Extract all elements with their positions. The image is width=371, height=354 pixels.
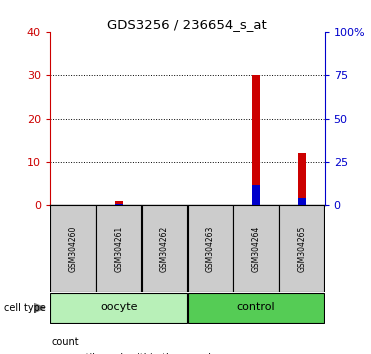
Bar	[233, 205, 279, 292]
Text: cell type: cell type	[4, 303, 46, 313]
Bar	[188, 205, 233, 292]
Text: percentile rank within the sample: percentile rank within the sample	[52, 353, 217, 354]
Title: GDS3256 / 236654_s_at: GDS3256 / 236654_s_at	[108, 18, 267, 31]
Text: GSM304265: GSM304265	[297, 225, 306, 272]
Bar	[115, 201, 123, 205]
Bar	[298, 153, 306, 205]
Bar	[96, 205, 141, 292]
Text: GSM304261: GSM304261	[114, 225, 123, 272]
Text: control: control	[237, 302, 275, 312]
Bar	[50, 205, 96, 292]
Bar	[188, 293, 324, 323]
Text: GSM304263: GSM304263	[206, 225, 215, 272]
Polygon shape	[34, 303, 45, 313]
Bar	[298, 198, 306, 205]
Bar	[252, 184, 260, 205]
Bar	[50, 293, 187, 323]
Text: count: count	[52, 337, 79, 347]
Bar	[252, 75, 260, 205]
Text: GSM304262: GSM304262	[160, 225, 169, 272]
Bar	[279, 205, 324, 292]
Text: GSM304264: GSM304264	[252, 225, 260, 272]
Bar	[142, 205, 187, 292]
Text: GSM304260: GSM304260	[69, 225, 78, 272]
Text: oocyte: oocyte	[100, 302, 138, 312]
